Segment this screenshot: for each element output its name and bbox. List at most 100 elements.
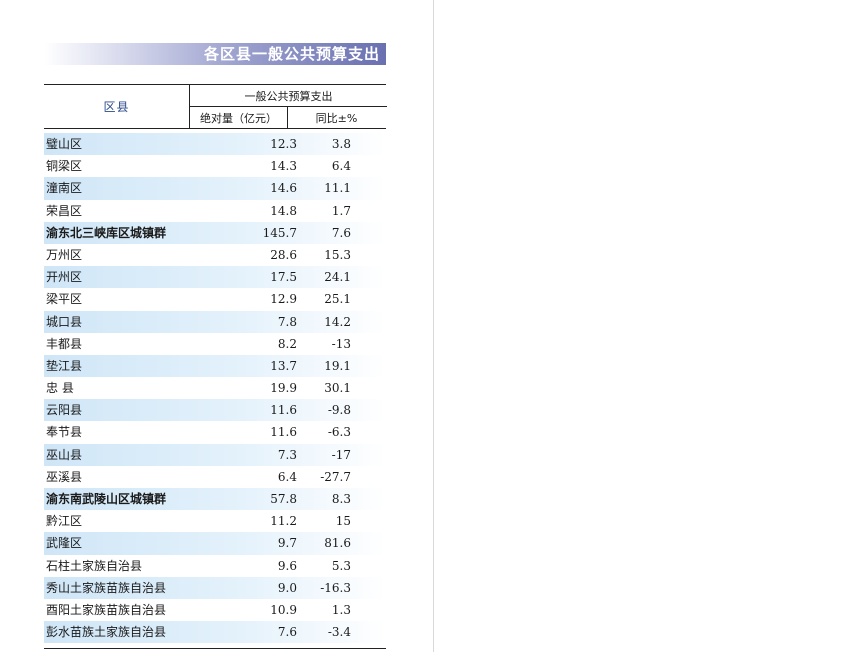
table-row: 开州区 17.5 24.1: [44, 266, 386, 289]
table-row: 酉阳土家族苗族自治县 10.9 1.3: [44, 599, 386, 621]
table-bottom-rule: [44, 648, 386, 649]
row-yoy-value: 1.3: [331, 602, 351, 617]
row-yoy-value: 30.1: [324, 381, 351, 396]
table-row: 丰都县 8.2 -13: [44, 333, 386, 355]
row-yoy-value: 15: [335, 514, 351, 529]
row-region-name: 垫江县: [46, 358, 83, 373]
table-row: 巫山县 7.3 -17: [44, 443, 386, 466]
page-title: 各区县一般公共预算支出: [203, 45, 380, 63]
row-region-name: 渝东北三峡库区城镇群: [46, 225, 167, 240]
table-row: 潼南区 14.6 11.1: [44, 177, 386, 200]
row-absolute-value: 10.9: [270, 602, 297, 617]
row-region-name: 梁平区: [46, 292, 83, 307]
row-yoy-value: 5.3: [331, 558, 351, 573]
row-region-name: 奉节县: [46, 425, 83, 440]
row-region-name: 城口县: [46, 314, 83, 329]
row-region-name: 武隆区: [46, 536, 83, 551]
header-yoy: 同比±%: [315, 111, 358, 125]
row-region-name: 黔江区: [46, 514, 83, 529]
row-yoy-value: -17: [331, 447, 351, 462]
row-absolute-value: 11.6: [270, 403, 297, 418]
row-yoy-value: 3.8: [331, 137, 351, 151]
row-yoy-value: 81.6: [324, 536, 351, 551]
table-row: 渝东北三峡库区城镇群 145.7 7.6: [44, 221, 386, 244]
table-row: 璧山区 12.3 3.8: [44, 133, 386, 156]
row-region-name: 荣昌区: [46, 203, 83, 218]
section-banner: 各区县一般公共预算支出: [44, 43, 386, 65]
table-row: 荣昌区 14.8 1.7: [44, 200, 386, 222]
row-yoy-value: 8.3: [331, 492, 351, 506]
row-region-name: 开州区: [46, 270, 83, 285]
table-row: 铜梁区 14.3 6.4: [44, 155, 386, 177]
table-row: 武隆区 9.7 81.6: [44, 532, 386, 555]
row-yoy-value: -13: [331, 336, 351, 351]
row-region-name: 丰都县: [46, 336, 83, 351]
table-row: 梁平区 12.9 25.1: [44, 288, 386, 310]
row-absolute-value: 14.6: [270, 181, 297, 196]
row-absolute-value: 14.3: [270, 159, 297, 174]
row-region-name: 云阳县: [46, 403, 83, 418]
row-region-name: 巫山县: [46, 447, 83, 462]
table-row: 渝东南武陵山区城镇群 57.8 8.3: [44, 488, 386, 511]
table-row: 云阳县 11.6 -9.8: [44, 399, 386, 422]
row-absolute-value: 9.7: [277, 536, 297, 551]
row-yoy-value: -9.8: [327, 403, 351, 418]
row-absolute-value: 7.8: [277, 314, 297, 329]
row-region-name: 潼南区: [46, 181, 83, 196]
row-yoy-value: 1.7: [331, 203, 351, 218]
row-absolute-value: 57.8: [270, 492, 297, 506]
row-region-name: 万州区: [46, 247, 83, 262]
row-absolute-value: 9.0: [277, 580, 297, 595]
table-row: 奉节县 11.6 -6.3: [44, 421, 386, 443]
row-region-name: 彭水苗族土家族自治县: [46, 625, 167, 640]
row-absolute-value: 11.2: [270, 514, 297, 529]
table-row: 黔江区 11.2 15: [44, 510, 386, 532]
row-yoy-value: -27.7: [320, 469, 351, 484]
header-group: 一般公共预算支出: [189, 85, 387, 107]
table-row: 石柱土家族自治县 9.6 5.3: [44, 555, 386, 577]
row-absolute-value: 12.9: [270, 292, 297, 307]
table-row: 城口县 7.8 14.2: [44, 310, 386, 333]
header-region: 区县: [103, 100, 130, 114]
row-absolute-value: 17.5: [270, 270, 297, 285]
row-yoy-value: 19.1: [324, 358, 351, 373]
row-region-name: 秀山土家族苗族自治县: [46, 580, 167, 595]
page-divider: [433, 0, 434, 652]
table-row: 秀山土家族苗族自治县 9.0 -16.3: [44, 576, 386, 599]
row-yoy-value: -16.3: [320, 580, 351, 595]
row-yoy-value: 6.4: [331, 159, 351, 174]
row-absolute-value: 7.3: [277, 447, 297, 462]
row-absolute-value: 19.9: [270, 381, 297, 396]
table-row: 忠 县 19.9 30.1: [44, 377, 386, 399]
row-absolute-value: 12.3: [270, 137, 297, 151]
row-yoy-value: 24.1: [324, 270, 351, 285]
row-absolute-value: 11.6: [270, 425, 297, 440]
row-yoy-value: 14.2: [324, 314, 351, 329]
row-absolute-value: 13.7: [270, 358, 297, 373]
table-row: 巫溪县 6.4 -27.7: [44, 466, 386, 488]
row-region-name: 酉阳土家族苗族自治县: [46, 602, 167, 617]
table-row: 垫江县 13.7 19.1: [44, 354, 386, 378]
budget-table: 区县 一般公共预算支出 绝对量（亿元） 同比±% 璧山区 12.3 3.8 铜梁区 14…: [44, 84, 387, 644]
row-absolute-value: 7.6: [277, 625, 297, 640]
row-yoy-value: 7.6: [331, 225, 351, 240]
row-region-name: 巫溪县: [46, 469, 83, 484]
row-region-name: 石柱土家族自治县: [46, 558, 143, 573]
row-absolute-value: 6.4: [277, 469, 297, 484]
row-yoy-value: -6.3: [327, 425, 351, 440]
table-body: 璧山区 12.3 3.8 铜梁区 14.3 6.4 潼南区 14.6 11.1 荣昌区 14.8 1.…: [44, 133, 386, 644]
row-region-name: 璧山区: [46, 137, 83, 151]
header-absolute: 绝对量（亿元）: [189, 107, 288, 128]
row-absolute-value: 9.6: [277, 558, 297, 573]
row-yoy-value: 11.1: [324, 181, 351, 196]
row-absolute-value: 14.8: [270, 203, 297, 218]
table-header: 区县 一般公共预算支出 绝对量（亿元） 同比±%: [44, 84, 387, 129]
row-yoy-value: -3.4: [327, 625, 351, 640]
row-absolute-value: 145.7: [262, 225, 297, 240]
row-absolute-value: 8.2: [277, 336, 297, 351]
table-row: 彭水苗族土家族自治县 7.6 -3.4: [44, 621, 386, 644]
row-region-name: 铜梁区: [46, 159, 83, 174]
row-region-name: 忠 县: [46, 381, 74, 396]
row-yoy-value: 25.1: [324, 292, 351, 307]
row-absolute-value: 28.6: [270, 247, 297, 262]
